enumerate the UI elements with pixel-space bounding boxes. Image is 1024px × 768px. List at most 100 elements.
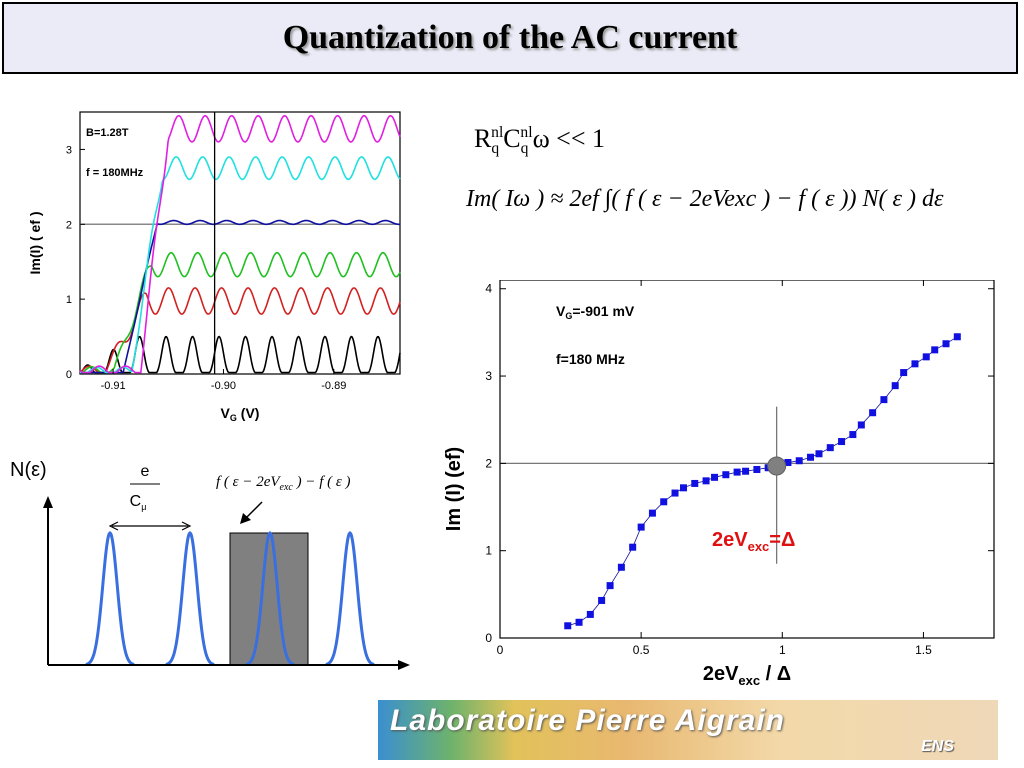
data-point: [606, 582, 614, 590]
formula-c-sup: nl: [520, 124, 533, 142]
x-tick-label: 1: [779, 643, 786, 657]
x-tick-label: 0: [497, 643, 504, 657]
y-tick-label: 0: [66, 369, 72, 381]
data-point: [733, 468, 741, 476]
y-tick-label: 2: [66, 219, 72, 231]
banner-text: Laboratoire Pierre Aigrain: [390, 704, 785, 737]
y-axis-label: Im(I) ( ef ): [27, 212, 43, 275]
data-point: [629, 543, 637, 551]
data-point: [742, 467, 750, 475]
x-axis-label: 2eVexc / Δ: [703, 663, 791, 688]
data-point: [931, 346, 939, 354]
data-point: [586, 610, 594, 618]
data-point: [671, 489, 679, 497]
spacing-denominator: Cμ: [130, 493, 147, 512]
spacing-numerator: e: [141, 463, 150, 480]
banner-sub: ENS: [921, 738, 954, 755]
y-axis-arrow: [43, 496, 53, 508]
y-axis-label: Im (I) (ef): [443, 447, 465, 531]
data-point: [849, 431, 857, 439]
data-point: [880, 396, 888, 404]
chart-vg-sweep: 0 1 2 3 -0.91 -0.90 -0.89 VG (V) Im(I) ( ef ) B=1…: [27, 111, 401, 423]
formula-rest: ω << 1: [532, 124, 606, 153]
dos-peak-4: [325, 531, 375, 666]
lab-banner: Laboratoire Pierre Aigrain ENS: [378, 700, 998, 760]
annotation-gate-voltage: VG=-901 mV: [556, 303, 635, 321]
y-axis-label: N(ε): [10, 459, 47, 481]
y-tick-label: 3: [485, 369, 492, 383]
spacing-arrow-right-head: [181, 521, 192, 531]
data-point: [702, 477, 710, 485]
x-tick-label: -0.91: [101, 380, 126, 392]
formula-r: R: [474, 124, 492, 153]
data-point: [660, 498, 668, 506]
formula-c: C: [503, 124, 521, 153]
data-point: [953, 333, 961, 341]
formula-r-sup: nl: [491, 124, 504, 142]
annotation-frequency: f=180 MHz: [556, 351, 625, 367]
data-point: [648, 509, 656, 517]
data-point: [795, 457, 803, 465]
y-tick-label: 1: [485, 544, 492, 558]
dos-peak-2: [165, 531, 215, 666]
x-tick-label: -0.89: [321, 380, 346, 392]
data-point: [857, 421, 865, 429]
data-point: [691, 479, 699, 487]
data-point: [942, 340, 950, 348]
data-point: [617, 563, 625, 571]
window-label: f ( ε − 2eVexc ) − f ( ε ): [216, 474, 351, 493]
y-tick-label: 2: [485, 456, 492, 470]
data-point: [564, 622, 572, 630]
formula-c-sub: q: [520, 140, 529, 158]
data-point: [784, 458, 792, 466]
chart-exc-sweep: 0 1 2 3 4 0 0.5 1 1.5 2eVexc / Δ Im (I) (ef) VG=-90…: [443, 280, 995, 688]
y-tick-label: 3: [66, 144, 72, 156]
spacing-arrow-left-head: [108, 521, 119, 531]
series-line-6: [79, 114, 401, 374]
y-tick-label: 4: [485, 282, 492, 296]
data-point: [575, 618, 583, 626]
annotation-frequency: f = 180MHz: [86, 167, 144, 179]
data-point: [637, 523, 645, 531]
plot-frame: [499, 280, 995, 639]
data-point: [679, 484, 687, 492]
formula-r-sub: q: [491, 140, 500, 158]
plot-frame: [79, 111, 401, 375]
formula-condition: RqnlCqnlω << 1: [474, 124, 605, 158]
dos-peak-1: [85, 531, 135, 666]
x-tick-label: -0.90: [211, 380, 236, 392]
data-point: [891, 382, 899, 390]
data-point: [598, 596, 606, 604]
data-point: [807, 453, 815, 461]
data-point: [711, 473, 719, 481]
data-point: [826, 444, 834, 452]
annotation-gap-condition: 2eVexc=Δ: [712, 529, 795, 554]
data-point: [815, 450, 823, 458]
window-pointer-head: [240, 513, 251, 524]
data-point: [922, 353, 930, 361]
data-point: [722, 471, 730, 479]
data-line: [567, 336, 958, 627]
data-point: [869, 409, 877, 417]
x-axis-label: VG (V): [221, 405, 260, 423]
data-point: [753, 465, 761, 473]
diagram-density-of-states: N(ε) e Cμ f ( ε − 2eVexc ) − f ( ε ): [10, 459, 410, 670]
x-tick-label: 1.5: [915, 643, 932, 657]
slide-title: Quantization of the AC current: [282, 19, 738, 56]
y-tick-label: 0: [485, 631, 492, 645]
energy-window: [229, 532, 309, 666]
formula-current: Im( Iω ) ≈ 2ef ∫( f ( ε − 2eVexc ) − f (…: [466, 186, 944, 212]
series-line-4: [80, 219, 401, 374]
annotation-field: B=1.28T: [86, 127, 129, 139]
title-box: Quantization of the AC current: [2, 2, 1018, 74]
highlight-point: [767, 456, 787, 476]
dos-peak-3: [245, 531, 295, 666]
series-line-3: [80, 251, 401, 374]
x-axis-arrow: [398, 660, 410, 670]
series-line-5: [80, 156, 401, 374]
y-tick-label: 1: [66, 294, 72, 306]
data-point: [900, 369, 908, 377]
data-point: [838, 438, 846, 446]
x-tick-label: 0.5: [633, 643, 650, 657]
data-point: [911, 360, 919, 368]
